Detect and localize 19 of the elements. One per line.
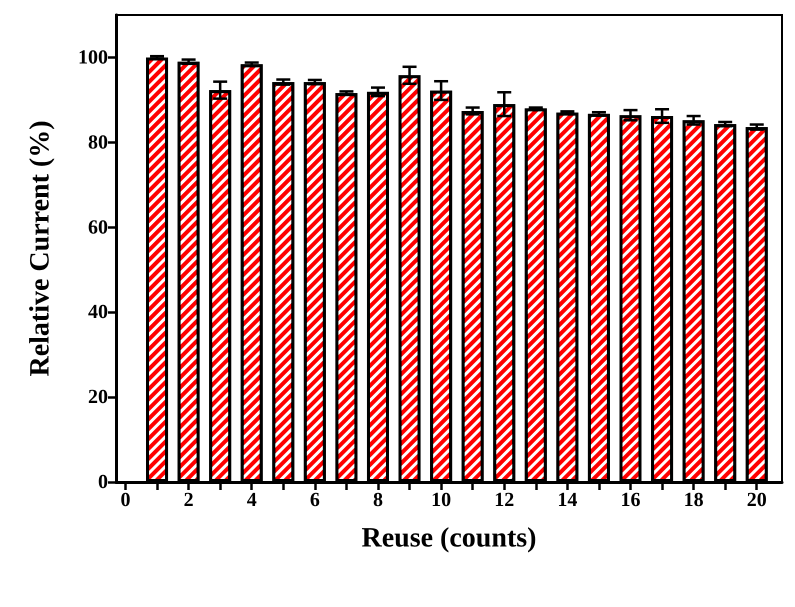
x-tick-label: 4 [246, 489, 257, 511]
y-tick-label: 100 [78, 46, 108, 68]
y-axis-title: Relative Current (%) [24, 120, 56, 377]
y-tick-label: 40 [88, 301, 108, 324]
y-tick-label: 60 [88, 216, 108, 238]
x-tick-label: 0 [120, 489, 130, 511]
y-tick-label: 20 [88, 386, 108, 408]
y-tick-label: 80 [88, 131, 108, 154]
x-tick-label: 2 [184, 489, 194, 511]
x-tick-label: 20 [746, 489, 767, 511]
x-tick-label: 16 [620, 489, 640, 511]
x-tick-label: 6 [310, 489, 320, 511]
x-tick-label: 18 [684, 489, 704, 511]
x-tick-label: 14 [557, 489, 578, 511]
x-tick-label: 8 [372, 489, 383, 511]
y-tick-label: 0 [98, 471, 108, 493]
x-axis-title: Reuse (counts) [362, 522, 536, 554]
x-tick-label: 12 [494, 489, 514, 511]
x-tick-label: 10 [431, 489, 452, 511]
